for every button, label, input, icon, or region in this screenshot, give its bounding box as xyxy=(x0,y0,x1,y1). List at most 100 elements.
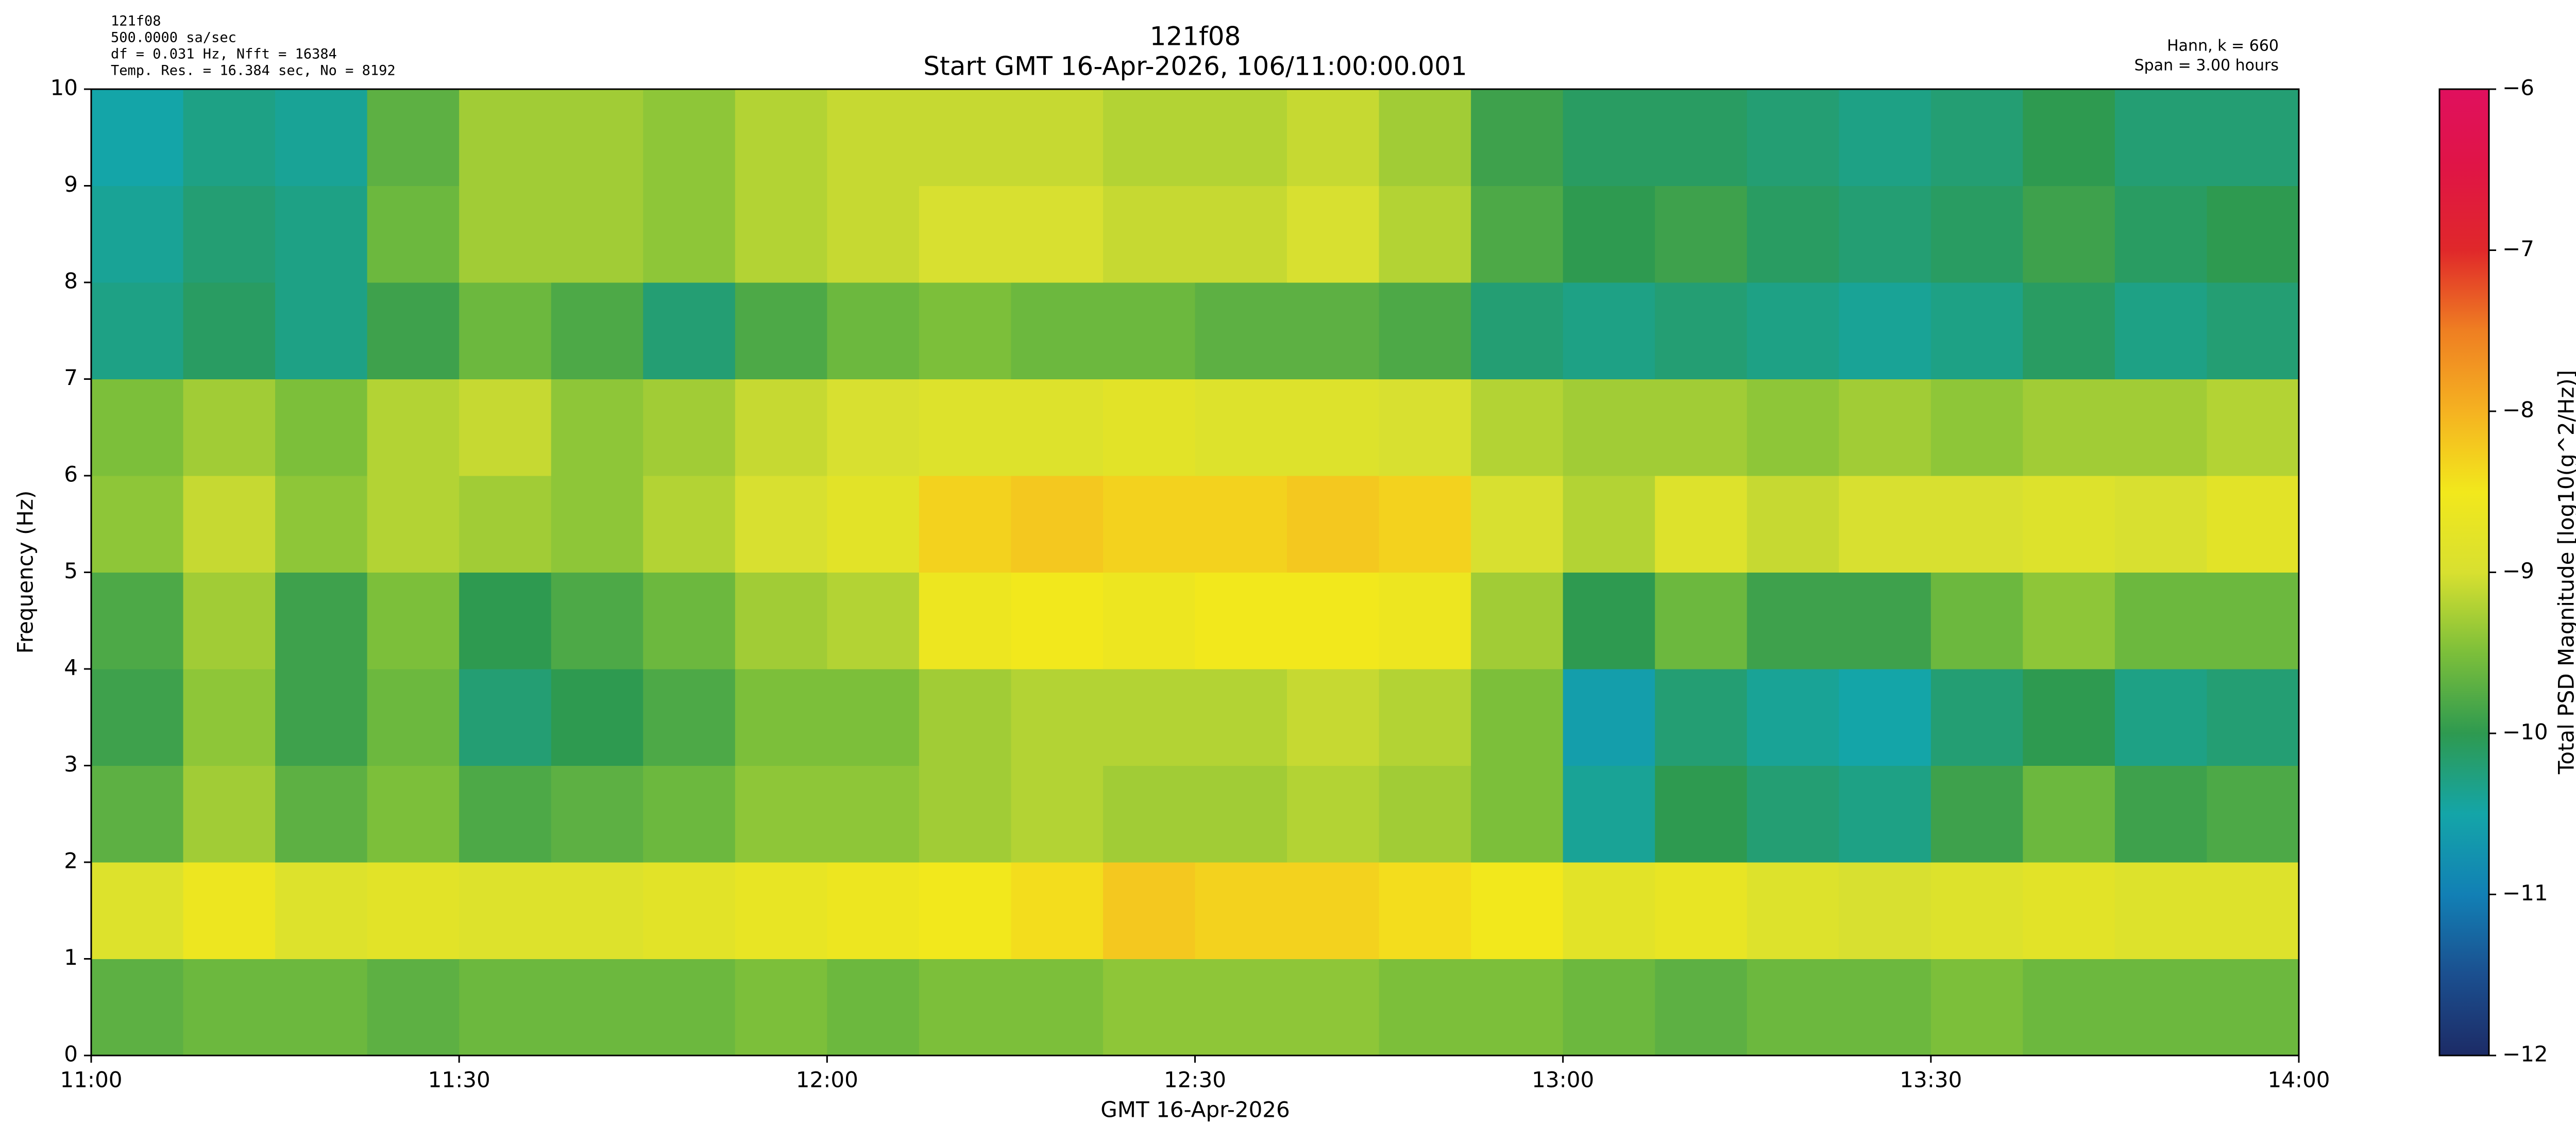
heatmap-cell xyxy=(1655,765,1748,863)
heatmap-cell xyxy=(1287,959,1380,1056)
heatmap-cell xyxy=(827,476,920,573)
y-tick-label: 5 xyxy=(64,558,78,583)
heatmap-cell xyxy=(1930,572,2023,669)
heatmap-cell xyxy=(919,765,1011,863)
heatmap-cell xyxy=(1930,669,2023,766)
heatmap-cell xyxy=(275,959,368,1056)
heatmap-cell xyxy=(551,765,643,863)
y-tick-label: 0 xyxy=(64,1042,78,1067)
heatmap-cell xyxy=(1195,862,1287,959)
heatmap-cell xyxy=(367,669,460,766)
heatmap-cell xyxy=(1103,379,1195,476)
heatmap-cell xyxy=(1563,186,1655,283)
colorbar-tick-label: −10 xyxy=(2502,719,2548,745)
heatmap-cell xyxy=(1471,765,1564,863)
heatmap-cell xyxy=(551,282,643,379)
heatmap-cell xyxy=(2207,572,2299,669)
heatmap-cell xyxy=(1471,379,1564,476)
heatmap-cell xyxy=(275,186,368,283)
heatmap-cell xyxy=(551,572,643,669)
heatmap-cell xyxy=(1287,186,1380,283)
heatmap-cell xyxy=(1011,959,1104,1056)
heatmap-cell xyxy=(1563,379,1655,476)
heatmap-cell xyxy=(91,862,184,959)
heatmap-cell xyxy=(551,959,643,1056)
colorbar-tick-label: −11 xyxy=(2502,880,2548,906)
info-annotation: 500.0000 sa/sec xyxy=(111,30,236,46)
heatmap-cell xyxy=(551,669,643,766)
heatmap-cell xyxy=(643,765,736,863)
heatmap-cell xyxy=(275,379,368,476)
heatmap-cell xyxy=(2023,862,2115,959)
heatmap-cell xyxy=(1379,765,1471,863)
heatmap-cell xyxy=(1839,669,1931,766)
heatmap-cell xyxy=(91,959,184,1056)
heatmap-cell xyxy=(2023,669,2115,766)
heatmap-cell xyxy=(459,765,552,863)
y-axis-label: Frequency (Hz) xyxy=(13,491,38,654)
heatmap-cell xyxy=(183,669,276,766)
heatmap-cell xyxy=(367,89,460,186)
heatmap-cell xyxy=(367,282,460,379)
heatmap-cell xyxy=(91,572,184,669)
heatmap-cell xyxy=(367,765,460,863)
heatmap-cell xyxy=(367,186,460,283)
heatmap-cell xyxy=(183,89,276,186)
heatmap-cell xyxy=(1839,476,1931,573)
heatmap-cell xyxy=(1287,89,1380,186)
x-tick-label: 12:00 xyxy=(796,1067,858,1093)
colorbar-tick-label: −6 xyxy=(2502,75,2534,100)
heatmap-cell xyxy=(91,282,184,379)
heatmap-cell xyxy=(1287,572,1380,669)
heatmap-cell xyxy=(735,379,827,476)
heatmap-cell xyxy=(643,89,736,186)
heatmap-cell xyxy=(367,379,460,476)
heatmap-cell xyxy=(2114,765,2207,863)
heatmap-cell xyxy=(1747,186,1839,283)
info-annotation: Temp. Res. = 16.384 sec, No = 8192 xyxy=(111,63,396,79)
heatmap-cell xyxy=(1655,379,1748,476)
heatmap-cell xyxy=(2023,282,2115,379)
info-annotation: 121f08 xyxy=(111,13,161,29)
heatmap-cell xyxy=(1563,765,1655,863)
x-tick-label: 14:00 xyxy=(2267,1067,2330,1093)
heatmap-cell xyxy=(1747,959,1839,1056)
y-tick-label: 2 xyxy=(64,848,78,874)
heatmap-cell xyxy=(827,765,920,863)
heatmap-cell xyxy=(643,959,736,1056)
heatmap-cell xyxy=(1563,669,1655,766)
heatmap-cell xyxy=(459,959,552,1056)
heatmap-cell xyxy=(91,765,184,863)
x-axis-label: GMT 16-Apr-2026 xyxy=(1100,1097,1290,1122)
heatmap-cell xyxy=(1471,476,1564,573)
colorbar-tick-label: −9 xyxy=(2502,558,2534,583)
y-tick-label: 3 xyxy=(64,751,78,777)
heatmap-cell xyxy=(551,89,643,186)
chart-subtitle: Start GMT 16-Apr-2026, 106/11:00:00.001 xyxy=(923,52,1467,81)
heatmap-cell xyxy=(1471,669,1564,766)
heatmap-cell xyxy=(2114,959,2207,1056)
y-tick-label: 7 xyxy=(64,365,78,390)
heatmap-cell xyxy=(2114,379,2207,476)
heatmap-cell xyxy=(2114,282,2207,379)
heatmap-cell xyxy=(735,862,827,959)
heatmap-cell xyxy=(551,476,643,573)
x-tick-label: 11:30 xyxy=(428,1067,490,1093)
heatmap-cell xyxy=(1195,89,1287,186)
colorbar-tick-label: −8 xyxy=(2502,397,2534,423)
heatmap-cell xyxy=(1930,765,2023,863)
heatmap-cell xyxy=(1839,186,1931,283)
heatmap-cell xyxy=(1930,476,2023,573)
heatmap-cell xyxy=(1655,572,1748,669)
heatmap-cell xyxy=(1195,572,1287,669)
heatmap-cell xyxy=(643,572,736,669)
heatmap-cell xyxy=(1379,282,1471,379)
heatmap-cell xyxy=(735,282,827,379)
heatmap-cell xyxy=(827,862,920,959)
heatmap-cell xyxy=(1839,282,1931,379)
heatmap-cell xyxy=(1287,282,1380,379)
heatmap-cell xyxy=(551,379,643,476)
heatmap-cell xyxy=(1471,282,1564,379)
heatmap-cell xyxy=(919,959,1011,1056)
